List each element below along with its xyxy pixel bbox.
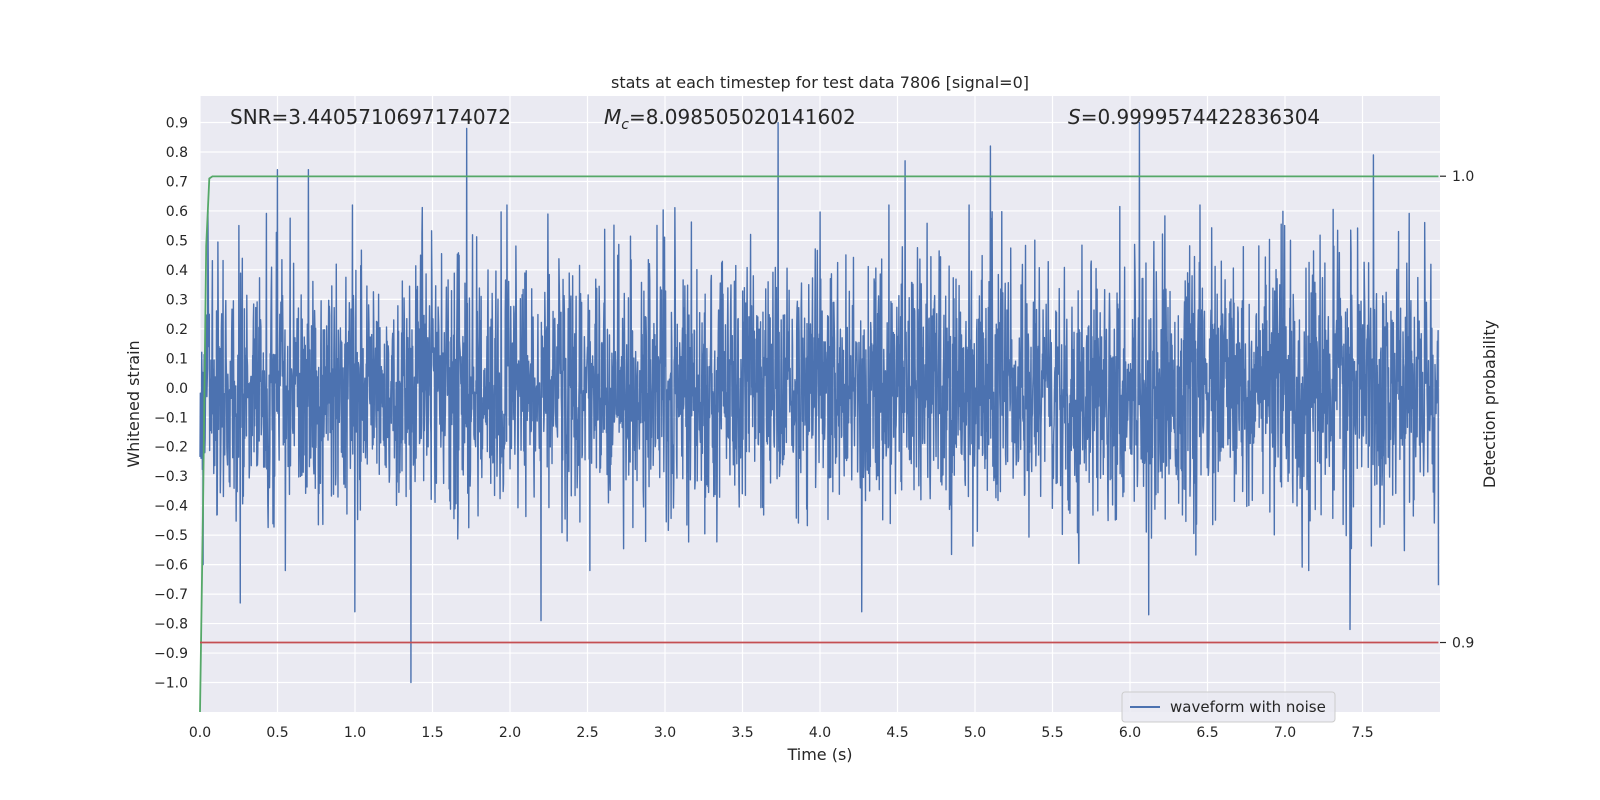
y-tick-label: −0.5 <box>154 528 188 544</box>
right-tick-label: 1.0 <box>1452 169 1474 185</box>
s-symbol: S <box>1068 105 1081 129</box>
y-tick-label: 0.0 <box>166 381 188 397</box>
chart-title: stats at each timestep for test data 780… <box>611 73 1029 92</box>
y-tick-label: 0.9 <box>166 116 188 132</box>
s-annotation: S=0.9999574422836304 <box>1068 105 1320 129</box>
s-value: =0.9999574422836304 <box>1081 105 1320 129</box>
x-tick-label: 7.0 <box>1274 725 1296 741</box>
mc-subscript: c <box>621 117 629 133</box>
y-tick-label: 0.4 <box>166 263 188 279</box>
mc-annotation: Mc=8.098505020141602 <box>604 105 856 133</box>
y-tick-label: −0.1 <box>154 410 188 426</box>
right-axis-label: Detection probability <box>1480 320 1499 488</box>
x-tick-label: 4.5 <box>886 725 908 741</box>
x-tick-label: 5.0 <box>964 725 986 741</box>
x-tick-label: 7.5 <box>1351 725 1373 741</box>
plot-area <box>199 121 1440 713</box>
y-tick-label: −0.2 <box>154 440 188 456</box>
series-line-probability <box>199 175 1439 713</box>
legend-box <box>1121 691 1336 723</box>
series-line-waveform <box>199 121 1440 684</box>
right-tick-label: 0.9 <box>1452 636 1474 652</box>
mc-symbol: M <box>604 105 621 129</box>
y-tick-label: 0.6 <box>166 204 188 220</box>
x-tick-label: 2.0 <box>499 725 521 741</box>
y-axis-label: Whitened strain <box>124 340 143 467</box>
y-tick-label: −1.0 <box>154 676 188 692</box>
x-tick-label: 4.0 <box>809 725 831 741</box>
y-tick-label: 0.8 <box>166 145 188 161</box>
x-tick-label: 5.5 <box>1041 725 1063 741</box>
y-tick-label: −0.8 <box>154 617 188 633</box>
y-tick-label: −0.6 <box>154 558 188 574</box>
y-tick-label: −0.7 <box>154 587 188 603</box>
y-tick-label: 0.1 <box>166 351 188 367</box>
y-tick-label: 0.7 <box>166 174 188 190</box>
x-tick-label: 1.5 <box>421 725 443 741</box>
legend: waveform with noise <box>1121 691 1336 723</box>
legend-label-waveform: waveform with noise <box>1170 698 1326 716</box>
x-tick-label: 0.5 <box>266 725 288 741</box>
y-tick-label: −0.3 <box>154 469 188 485</box>
x-tick-label: 6.5 <box>1196 725 1218 741</box>
snr-annotation: SNR=3.4405710697174072 <box>230 105 511 129</box>
x-tick-label: 1.0 <box>344 725 366 741</box>
y-tick-label: 0.2 <box>166 322 188 338</box>
x-tick-label: 2.5 <box>576 725 598 741</box>
y-tick-label: 0.3 <box>166 292 188 308</box>
x-tick-labels: 0.0 0.5 1.0 1.5 2.0 2.5 3.0 3.5 4.0 4.5 5.0 5.5 6.0 6… <box>189 725 1374 741</box>
x-tick-label: 0.0 <box>189 725 211 741</box>
mc-value: =8.098505020141602 <box>629 105 856 129</box>
y-tick-label: −0.4 <box>154 499 188 515</box>
right-tick-labels: 1.0 0.9 <box>1440 169 1474 652</box>
x-tick-label: 6.0 <box>1119 725 1141 741</box>
x-tick-label: 3.5 <box>731 725 753 741</box>
x-axis-label: Time (s) <box>786 745 852 764</box>
y-tick-labels: 0.9 0.8 0.7 0.6 0.5 0.4 0.3 0.2 0.1 0.0 −0.1 −0.2 −0… <box>154 116 188 692</box>
y-tick-label: −0.9 <box>154 646 188 662</box>
y-tick-label: 0.5 <box>166 233 188 249</box>
x-tick-label: 3.0 <box>654 725 676 741</box>
